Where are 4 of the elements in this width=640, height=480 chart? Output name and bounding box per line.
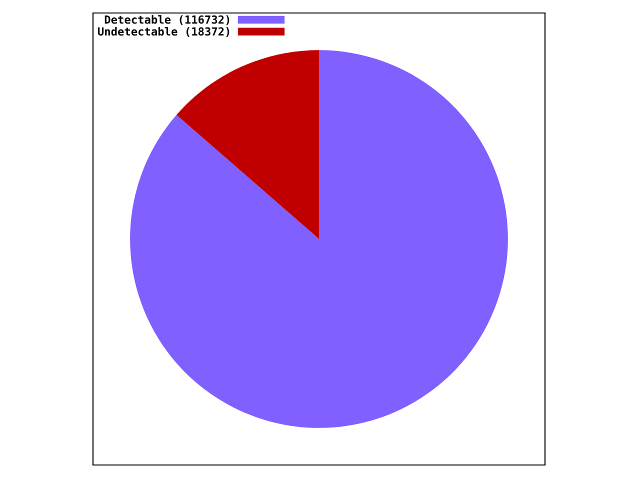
legend-label: Detectable (116732) — [104, 15, 230, 26]
pie-slice — [176, 50, 319, 239]
legend-label: Undetectable (18372) — [98, 27, 230, 37]
pie-slice — [130, 50, 508, 428]
